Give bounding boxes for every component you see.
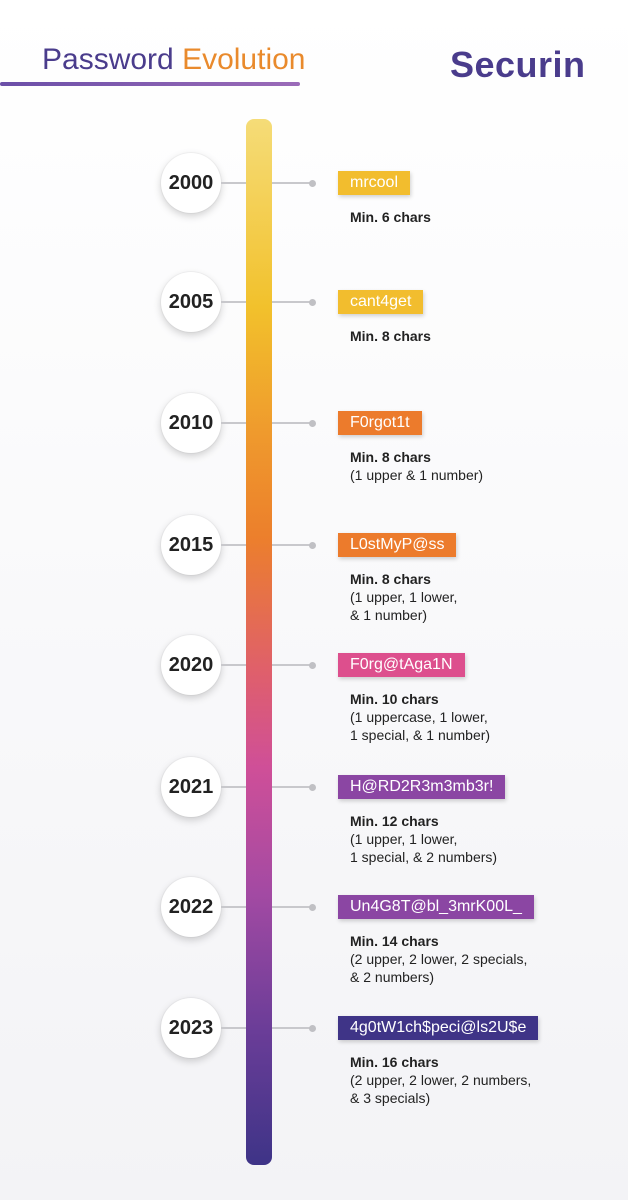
requirement-text: Min. 12 chars (1 upper, 1 lower, 1 special… xyxy=(350,812,497,866)
connector-dot xyxy=(309,542,316,549)
password-example-tag: L0stMyP@ss xyxy=(338,533,457,557)
connector-line xyxy=(272,1027,312,1029)
connector-line xyxy=(221,544,246,546)
connector-line xyxy=(221,906,246,908)
year-circle: 2015 xyxy=(161,515,221,575)
connector-dot xyxy=(309,299,316,306)
requirement-detail: (1 uppercase, 1 lower, xyxy=(350,709,488,725)
year-circle: 2021 xyxy=(161,757,221,817)
title-word-password: Password xyxy=(42,43,174,76)
requirement-text: Min. 8 chars (1 upper & 1 number) xyxy=(350,448,483,484)
requirement-title: Min. 8 chars xyxy=(350,328,431,344)
brand-logo: Securin xyxy=(450,44,586,85)
connector-line xyxy=(221,422,246,424)
connector-line xyxy=(221,664,246,666)
password-example-tag: mrcool xyxy=(338,171,411,195)
password-example-tag: F0rg@tAga1N xyxy=(338,653,465,677)
timeline-bar xyxy=(246,119,272,1165)
requirement-detail: (1 upper & 1 number) xyxy=(350,467,484,483)
year-circle: 2022 xyxy=(161,877,221,937)
year-circle: 2020 xyxy=(161,635,221,695)
connector-dot xyxy=(309,420,316,427)
requirement-detail: & 1 number) xyxy=(350,607,428,623)
connector-line xyxy=(221,182,246,184)
connector-dot xyxy=(309,662,316,669)
connector-line xyxy=(272,422,312,424)
requirement-text: Min. 8 chars (1 upper, 1 lower, & 1 number… xyxy=(350,570,457,624)
connector-line xyxy=(272,786,312,788)
requirement-title: Min. 8 chars xyxy=(350,571,431,587)
year-circle: 2000 xyxy=(161,153,221,213)
connector-line xyxy=(272,301,312,303)
requirement-detail: & 3 specials) xyxy=(350,1090,431,1106)
requirement-text: Min. 16 chars (2 upper, 2 lower, 2 number… xyxy=(350,1053,531,1107)
year-circle: 2005 xyxy=(161,272,221,332)
connector-dot xyxy=(309,784,316,791)
title-word-evolution: Evolution xyxy=(182,43,306,76)
connector-line xyxy=(272,664,312,666)
requirement-detail: 1 special, & 1 number) xyxy=(350,727,491,743)
requirement-title: Min. 12 chars xyxy=(350,813,439,829)
requirement-detail: (1 upper, 1 lower, xyxy=(350,831,458,847)
requirement-text: Min. 6 chars xyxy=(350,208,431,226)
connector-line xyxy=(272,182,312,184)
year-circle: 2023 xyxy=(161,998,221,1058)
requirement-title: Min. 10 chars xyxy=(350,691,439,707)
requirement-detail: (2 upper, 2 lower, 2 numbers, xyxy=(350,1072,532,1088)
connector-line xyxy=(272,544,312,546)
password-example-tag: H@RD2R3m3mb3r! xyxy=(338,775,506,799)
connector-line xyxy=(272,906,312,908)
connector-line xyxy=(221,1027,246,1029)
requirement-title: Min. 6 chars xyxy=(350,209,431,225)
requirement-detail: (1 upper, 1 lower, xyxy=(350,589,458,605)
connector-dot xyxy=(309,1025,316,1032)
requirement-title: Min. 14 chars xyxy=(350,933,439,949)
requirement-text: Min. 8 chars xyxy=(350,327,431,345)
connector-dot xyxy=(309,180,316,187)
requirement-detail: 1 special, & 2 numbers) xyxy=(350,849,498,865)
requirement-text: Min. 10 chars (1 uppercase, 1 lower, 1 spe… xyxy=(350,690,490,744)
connector-line xyxy=(221,786,246,788)
connector-line xyxy=(221,301,246,303)
password-example-tag: 4g0tW1ch$peci@ls2U$e xyxy=(338,1016,539,1040)
title-underline xyxy=(0,82,300,86)
password-example-tag: Un4G8T@bl_3mrK00L_ xyxy=(338,895,534,919)
page-title: Password Evolution xyxy=(42,40,305,80)
password-example-tag: cant4get xyxy=(338,290,424,314)
connector-dot xyxy=(309,904,316,911)
password-example-tag: F0rgot1t xyxy=(338,411,422,435)
year-circle: 2010 xyxy=(161,393,221,453)
requirement-detail: & 2 numbers) xyxy=(350,969,435,985)
requirement-title: Min. 16 chars xyxy=(350,1054,439,1070)
requirement-title: Min. 8 chars xyxy=(350,449,431,465)
requirement-text: Min. 14 chars (2 upper, 2 lower, 2 specia… xyxy=(350,932,527,986)
requirement-detail: (2 upper, 2 lower, 2 specials, xyxy=(350,951,528,967)
